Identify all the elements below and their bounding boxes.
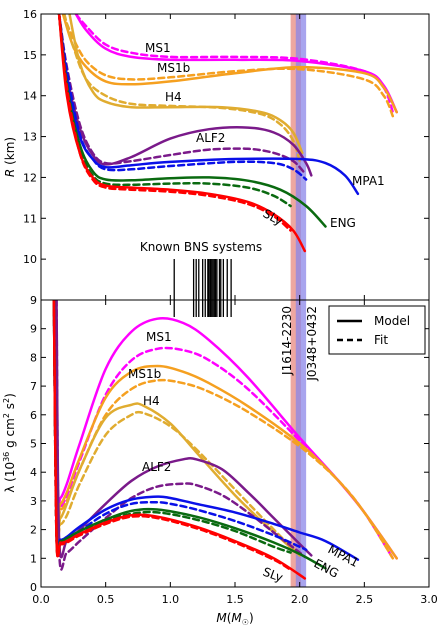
label-h4: H4 <box>165 90 182 104</box>
blabel-alf2: ALF2 <box>142 460 171 474</box>
lambda-ytick-label: 2 <box>30 524 37 537</box>
label-ms1b: MS1b <box>157 61 190 75</box>
pulsar-label-j1614: J1614-2230 <box>280 306 294 376</box>
legend-fit-label: Fit <box>374 333 388 347</box>
label-mpa1: MPA1 <box>352 174 385 188</box>
xtick-label: 0.0 <box>32 593 50 606</box>
radius-ytick-label: 16 <box>23 8 37 21</box>
known-bns-label: Known BNS systems <box>140 240 262 254</box>
radius-ytick-label: 10 <box>23 253 37 266</box>
blabel-ms1b: MS1b <box>128 367 161 381</box>
xtick-label: 0.5 <box>97 593 115 606</box>
radius-ms1-fit-curve <box>74 14 395 114</box>
legend: Model Fit <box>328 305 426 355</box>
label-alf2: ALF2 <box>196 131 225 145</box>
radius-panel: 9 10 11 12 13 14 15 16 R (km) Known BNS systems… <box>3 8 430 317</box>
radius-ytick-label: 14 <box>23 90 37 103</box>
lambda-ytick-label: 3 <box>30 495 37 508</box>
xtick-label: 2.5 <box>356 593 374 606</box>
lambda-alf2-model-curve <box>55 300 313 559</box>
radius-ytick-label: 15 <box>23 49 37 62</box>
radius-alf2-fit-curve <box>57 14 307 175</box>
lambda-ms1b-model-curve <box>52 300 398 560</box>
lambda-ytick-label: 8 <box>30 351 37 364</box>
label-eng: ENG <box>330 216 356 230</box>
pulsar-band-radius-2 <box>295 14 307 300</box>
lambda-sly-fit-curve <box>52 300 292 572</box>
lambda-ytick-label: 9 <box>30 323 37 336</box>
lambda-ytick-label: 7 <box>30 380 37 393</box>
mass-axis-label: M(M☉) <box>216 611 253 627</box>
lambda-ytick-label: 0 <box>30 581 37 594</box>
xtick-label: 2.0 <box>291 593 309 606</box>
radius-sly-fit-curve <box>57 14 292 232</box>
radius-ms1-model-curve <box>74 14 398 114</box>
lambda-alf2-fit-curve <box>55 300 307 571</box>
blabel-ms1: MS1 <box>146 330 172 344</box>
radius-axis-label: R (km) <box>3 137 17 177</box>
pulsar-label-j0348: J0348+0432 <box>305 306 319 382</box>
radius-mpa1-model-curve <box>57 14 360 196</box>
known-bns-markers <box>173 259 232 317</box>
lambda-ytick-label: 4 <box>30 466 37 479</box>
radius-ytick-label: 12 <box>23 171 37 184</box>
lambda-ms1b-fit-curve <box>52 300 395 560</box>
lambda-sly-model-curve <box>52 300 307 580</box>
radius-ytick-label: 11 <box>23 212 37 225</box>
lambda-ytick-label: 6 <box>30 409 37 422</box>
lambda-ytick-label: 5 <box>30 438 37 451</box>
radius-h4-fit-curve <box>63 14 301 163</box>
xtick-label: 1.0 <box>162 593 180 606</box>
deformability-axis-label: λ (1036 g cm2 s2) <box>2 393 17 493</box>
radius-ytick-label: 13 <box>23 131 37 144</box>
blabel-h4: H4 <box>143 394 160 408</box>
radius-h4-model-curve <box>68 14 304 155</box>
xtick-label: 3.0 <box>420 593 438 606</box>
lambda-ytick-label: 1 <box>30 552 37 565</box>
xtick-label: 1.5 <box>226 593 244 606</box>
radius-ms1b-model-curve <box>61 14 398 114</box>
label-ms1: MS1 <box>145 41 171 55</box>
radius-ms1b-fit-curve <box>61 14 395 118</box>
radius-mpa1-fit-curve <box>57 14 308 181</box>
blabel-sly: SLy <box>261 565 285 585</box>
radius-ytick-label: 9 <box>30 294 37 307</box>
legend-model-label: Model <box>374 314 410 328</box>
